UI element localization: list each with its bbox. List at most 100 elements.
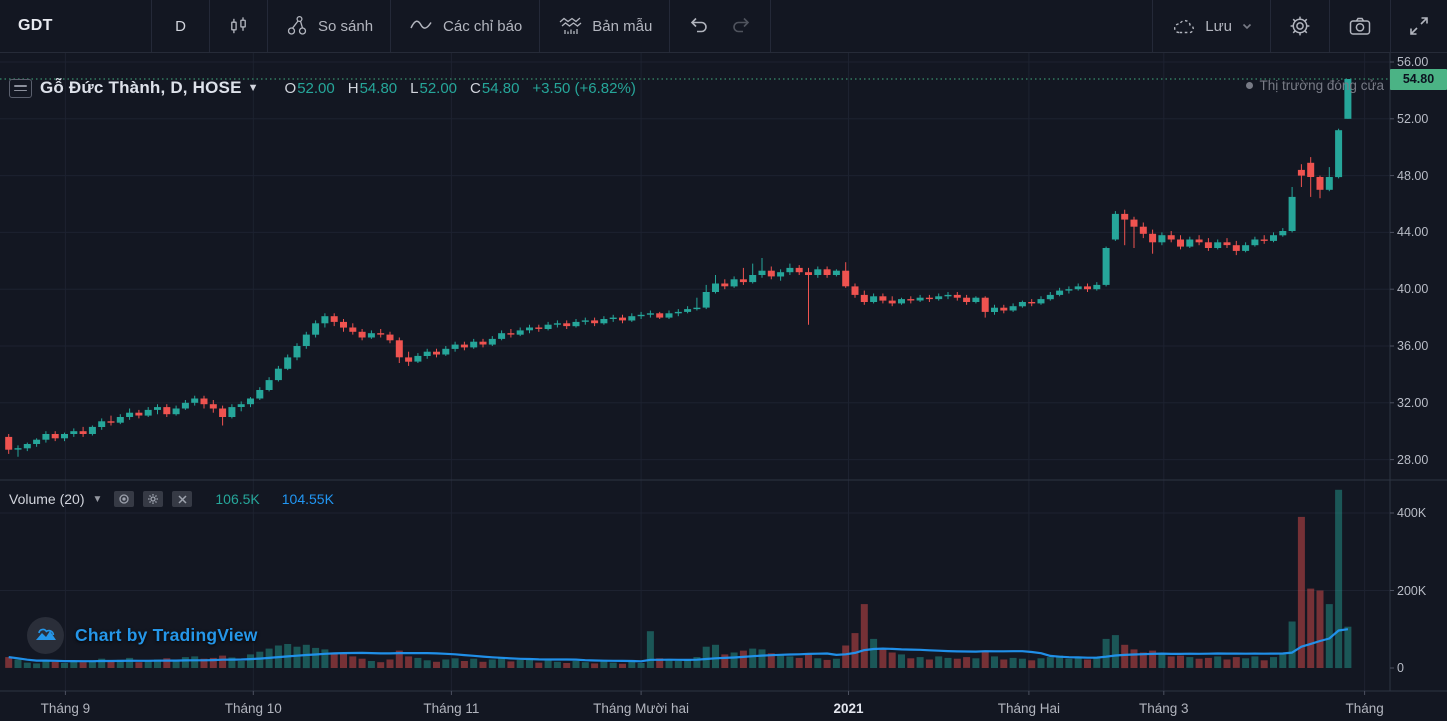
chevron-down-icon: [1242, 23, 1252, 30]
candle: [219, 408, 227, 417]
candle: [1214, 242, 1222, 248]
candle: [1260, 239, 1268, 241]
redo-icon[interactable]: [729, 14, 753, 38]
candle: [1139, 226, 1147, 234]
candle: [619, 317, 626, 321]
candle: [1307, 162, 1315, 177]
candle: [925, 297, 933, 300]
volume-bar: [293, 646, 301, 668]
volume-bar: [1186, 657, 1194, 668]
candle: [23, 444, 31, 449]
volume-bar: [777, 655, 785, 668]
candle: [1186, 239, 1194, 247]
candle: [879, 296, 887, 301]
chart-style-button[interactable]: [210, 0, 268, 52]
compare-icon: [287, 15, 307, 35]
candle: [247, 398, 254, 405]
volume-bar: [814, 658, 822, 668]
undo-icon[interactable]: [687, 14, 711, 38]
save-button[interactable]: Lưu: [1152, 0, 1270, 52]
volume-bar: [88, 661, 96, 668]
candle: [693, 307, 701, 310]
screenshot-button[interactable]: [1329, 0, 1390, 52]
volume-tick-label: 400K: [1397, 506, 1427, 520]
time-tick-label: Tháng 3: [1138, 701, 1189, 716]
price-tick-label: 52.00: [1397, 111, 1429, 126]
volume-bar: [219, 655, 227, 668]
settings-button[interactable]: [1270, 0, 1329, 52]
volume-remove-button[interactable]: [172, 491, 193, 507]
templates-label: Bản mẫu: [592, 17, 653, 35]
volume-bar: [405, 656, 413, 668]
candle: [79, 431, 87, 434]
series-title[interactable]: Gỗ Đức Thành, D, HOSE: [40, 78, 242, 97]
top-toolbar: GDT D So sánh Các chỉ báo: [0, 0, 1447, 53]
volume-bar: [1270, 657, 1277, 668]
volume-caret-icon[interactable]: ▼: [92, 493, 103, 505]
templates-icon: [559, 17, 582, 34]
candle: [1325, 177, 1333, 190]
indicators-button[interactable]: Các chỉ báo: [391, 0, 541, 52]
tradingview-attribution[interactable]: Chart by TradingView: [27, 617, 258, 654]
candle: [1279, 231, 1287, 236]
volume-bar: [702, 646, 710, 668]
volume-study-title[interactable]: Volume (20): [9, 491, 85, 507]
market-status-dot: [1245, 82, 1253, 89]
chart-canvas[interactable]: [0, 53, 1447, 721]
compare-button[interactable]: So sánh: [268, 0, 392, 52]
candle: [293, 346, 301, 358]
volume-settings-button[interactable]: [143, 491, 164, 507]
volume-bar: [739, 650, 747, 668]
candle: [498, 333, 506, 339]
templates-button[interactable]: Bản mẫu: [540, 0, 671, 52]
volume-bar: [460, 661, 468, 668]
volume-bar: [898, 654, 905, 668]
series-caret-icon[interactable]: ▼: [247, 82, 259, 94]
volume-bar: [377, 662, 385, 668]
close-icon: [178, 494, 187, 504]
candle: [414, 355, 422, 362]
volume-bar: [1335, 489, 1343, 669]
volume-bar: [749, 648, 757, 668]
candle: [163, 407, 171, 415]
volume-bar: [498, 657, 506, 668]
attribution-text: Chart by TradingView: [75, 625, 258, 645]
legend-source-icon[interactable]: [9, 78, 32, 98]
symbol-search-button[interactable]: GDT: [0, 0, 152, 52]
volume-bar: [572, 661, 580, 668]
candle: [61, 434, 68, 439]
candle: [507, 333, 515, 335]
volume-bar: [981, 650, 989, 668]
price-tick-label: 48.00: [1397, 168, 1429, 183]
candle: [767, 270, 775, 277]
volume-bar: [870, 638, 878, 668]
volume-bar: [507, 661, 515, 668]
price-tick-label: 56.00: [1397, 55, 1429, 69]
candle: [674, 311, 682, 314]
high-value: 54.80: [359, 79, 398, 97]
candle: [572, 321, 580, 327]
candle: [591, 320, 599, 324]
volume-bar: [1009, 657, 1017, 668]
candle: [544, 324, 552, 329]
time-tick-label: Tháng Mười hai: [593, 701, 690, 716]
candle: [1204, 242, 1212, 248]
candle: [14, 448, 22, 450]
interval-button[interactable]: D: [152, 0, 210, 52]
candle: [1251, 239, 1259, 246]
candle: [33, 439, 41, 444]
candle: [51, 434, 59, 439]
price-tick-label: 36.00: [1397, 339, 1429, 353]
time-tick-label: Tháng 10: [224, 701, 282, 716]
compare-label: So sánh: [318, 17, 374, 35]
candle: [1018, 302, 1026, 307]
volume-bar: [126, 657, 134, 668]
fullscreen-button[interactable]: [1390, 0, 1447, 52]
volume-bar: [823, 659, 831, 668]
candle: [200, 398, 208, 405]
volume-visibility-button[interactable]: [114, 491, 135, 507]
candle: [172, 408, 180, 415]
symbol-label: GDT: [18, 17, 53, 34]
price-tick-label: 40.00: [1397, 282, 1429, 297]
